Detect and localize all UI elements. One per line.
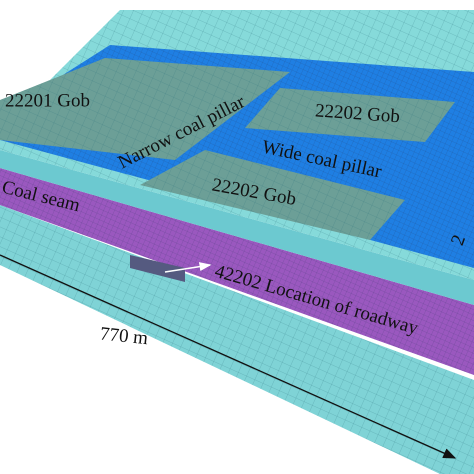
lower-layer-mesh xyxy=(0,205,474,474)
gob-mesh xyxy=(0,58,290,160)
roadway-marker xyxy=(130,255,185,282)
gob-mesh xyxy=(140,150,405,240)
upper-strip xyxy=(0,150,474,305)
roadway-arrow xyxy=(164,262,212,273)
coal-seam-mesh xyxy=(0,168,474,375)
dimension-line xyxy=(0,254,457,459)
label: 22201 Gob xyxy=(5,90,90,111)
label: 770 m xyxy=(99,323,149,349)
gob-mesh xyxy=(245,88,455,142)
